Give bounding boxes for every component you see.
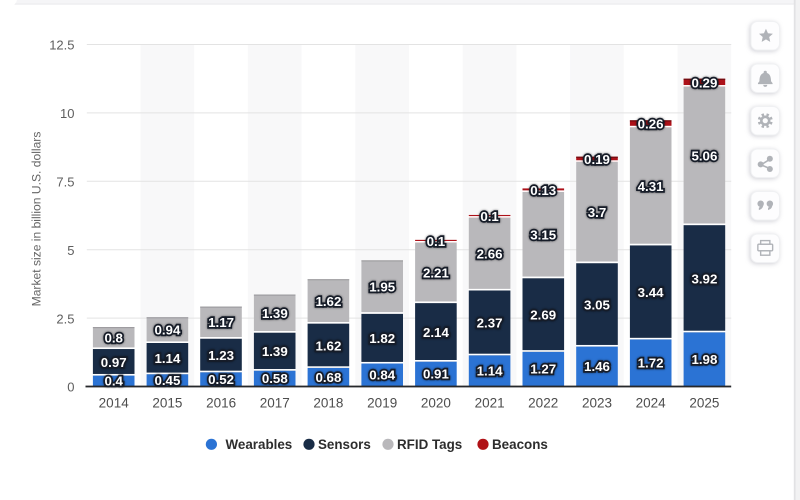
svg-text:0.94: 0.94: [154, 323, 180, 338]
svg-text:5: 5: [67, 243, 74, 258]
svg-text:7.5: 7.5: [56, 175, 74, 190]
svg-text:RFID Tags: RFID Tags: [397, 437, 462, 452]
svg-text:5.06: 5.06: [691, 148, 717, 163]
svg-text:2.69: 2.69: [530, 308, 556, 323]
svg-text:2016: 2016: [206, 396, 236, 411]
svg-text:0.8: 0.8: [104, 331, 123, 346]
svg-text:2017: 2017: [260, 396, 290, 411]
svg-text:2025: 2025: [689, 396, 719, 411]
svg-text:2.66: 2.66: [477, 247, 503, 262]
svg-text:3.15: 3.15: [530, 228, 556, 243]
svg-text:10: 10: [60, 106, 74, 121]
svg-text:1.62: 1.62: [315, 338, 341, 353]
svg-text:1.27: 1.27: [530, 362, 556, 377]
svg-text:2.37: 2.37: [477, 315, 503, 330]
svg-text:Sensors: Sensors: [318, 437, 371, 452]
svg-text:0.29: 0.29: [691, 75, 717, 90]
svg-text:2021: 2021: [475, 396, 505, 411]
svg-text:1.14: 1.14: [154, 351, 180, 366]
svg-text:2019: 2019: [367, 396, 397, 411]
svg-text:2.5: 2.5: [56, 311, 74, 326]
svg-text:Beacons: Beacons: [492, 437, 548, 452]
svg-text:1.23: 1.23: [208, 348, 234, 363]
svg-text:0.97: 0.97: [101, 355, 127, 370]
svg-text:2022: 2022: [528, 396, 558, 411]
svg-text:Market size in billion U.S. do: Market size in billion U.S. dollars: [30, 132, 44, 307]
svg-text:2020: 2020: [421, 396, 451, 411]
svg-text:1.95: 1.95: [369, 280, 395, 295]
svg-text:1.46: 1.46: [584, 359, 610, 374]
svg-text:3.44: 3.44: [638, 285, 664, 300]
svg-text:0.26: 0.26: [638, 116, 664, 131]
svg-text:0.1: 0.1: [480, 209, 499, 224]
svg-text:0.68: 0.68: [315, 370, 341, 385]
svg-text:0.45: 0.45: [154, 373, 180, 388]
svg-text:4.31: 4.31: [638, 179, 664, 194]
svg-text:1.98: 1.98: [691, 352, 717, 367]
svg-text:1.82: 1.82: [369, 331, 395, 346]
svg-text:2.14: 2.14: [423, 325, 449, 340]
svg-text:2023: 2023: [582, 396, 612, 411]
svg-text:3.7: 3.7: [588, 205, 607, 220]
svg-text:0.13: 0.13: [530, 183, 556, 198]
svg-text:0.58: 0.58: [262, 371, 288, 386]
svg-text:2014: 2014: [99, 396, 130, 411]
svg-text:0.19: 0.19: [584, 152, 610, 167]
svg-text:1.62: 1.62: [315, 294, 341, 309]
svg-text:0.1: 0.1: [427, 234, 446, 249]
svg-text:0.91: 0.91: [423, 367, 449, 382]
svg-text:Wearables: Wearables: [226, 437, 293, 452]
svg-text:3.05: 3.05: [584, 297, 610, 312]
svg-text:1.17: 1.17: [208, 315, 234, 330]
svg-text:1.39: 1.39: [262, 344, 288, 359]
svg-text:1.14: 1.14: [477, 364, 503, 379]
svg-text:0.52: 0.52: [208, 372, 234, 387]
svg-text:1.72: 1.72: [638, 356, 664, 371]
svg-text:0.4: 0.4: [104, 374, 123, 389]
svg-text:0.84: 0.84: [369, 368, 395, 383]
svg-text:2018: 2018: [313, 396, 343, 411]
svg-text:1.39: 1.39: [262, 306, 288, 321]
svg-text:2015: 2015: [152, 396, 182, 411]
svg-text:3.92: 3.92: [691, 271, 717, 286]
svg-text:2024: 2024: [636, 396, 667, 411]
svg-text:2.21: 2.21: [423, 265, 449, 280]
svg-text:0: 0: [67, 380, 74, 395]
svg-text:12.5: 12.5: [49, 38, 74, 53]
